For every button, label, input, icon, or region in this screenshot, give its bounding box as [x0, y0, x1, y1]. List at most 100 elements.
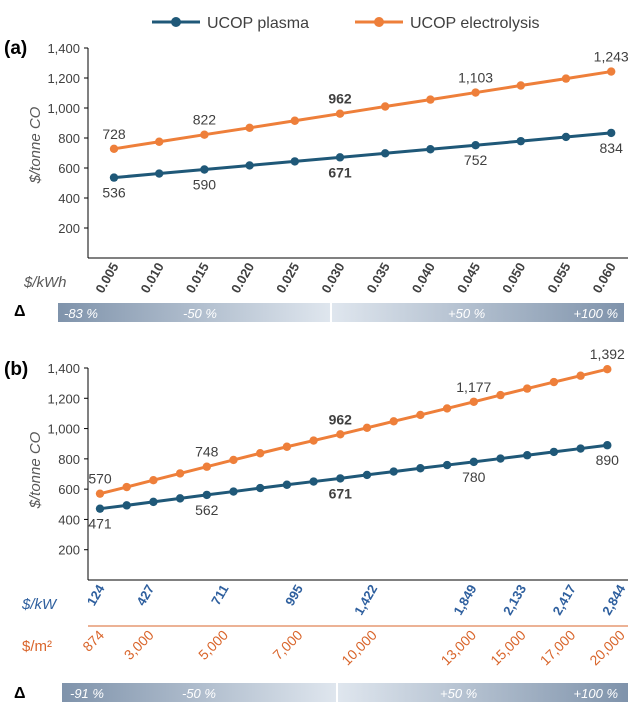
kw-tick-label: 1,422 — [351, 582, 380, 618]
data-point — [335, 109, 345, 118]
data-point — [149, 497, 158, 507]
panel-b-delta-label: -50 % — [182, 686, 216, 701]
data-label: 890 — [596, 452, 620, 468]
data-point — [576, 371, 585, 380]
kw-tick-label: 2,844 — [599, 581, 629, 617]
data-point — [607, 67, 616, 76]
data-point — [471, 88, 480, 97]
data-label: 1,177 — [456, 379, 491, 395]
y-tick-label: 200 — [58, 543, 80, 558]
kw-tick-label: 1,849 — [450, 582, 479, 618]
y-tick-label: 1,400 — [47, 41, 80, 56]
kw-tick-label: 2,417 — [550, 582, 579, 618]
y-tick-label: 1,200 — [47, 71, 80, 86]
data-point — [282, 480, 292, 489]
data-point — [122, 501, 131, 510]
data-point — [496, 454, 505, 463]
data-point — [245, 161, 254, 170]
x-tick-label: 0.030 — [318, 260, 347, 296]
x-tick-label: 0.020 — [228, 260, 257, 296]
data-point — [426, 145, 435, 154]
panel-b-m2-axis-label: $/m² — [22, 638, 52, 655]
data-point — [426, 95, 435, 104]
panel-b-delta-label: -91 % — [70, 686, 104, 701]
data-point — [442, 460, 452, 470]
y-tick-label: 600 — [58, 482, 80, 497]
panel-a-x-ticks: 0.005 0.010 0.015 0.020 0.025 0.030 0.035 0.040… — [92, 260, 618, 296]
data-point — [416, 410, 425, 420]
panel-a-label: (a) — [4, 38, 27, 59]
m2-tick-label: 15,000 — [487, 627, 529, 669]
data-point — [603, 365, 612, 374]
panel-a-delta-label: -83 % — [64, 306, 98, 321]
x-tick-label: 0.035 — [364, 260, 393, 296]
panel-a-delta-right — [332, 303, 624, 322]
panel-a-delta-bar: Δ -83 % -50 % +50 % +100 % — [14, 303, 624, 322]
data-label: 748 — [195, 444, 219, 460]
kw-tick-label: 995 — [282, 582, 306, 608]
data-point — [381, 102, 390, 111]
m2-tick-label: 13,000 — [438, 627, 480, 669]
data-point — [95, 504, 105, 513]
data-label: 822 — [193, 112, 217, 128]
legend-label-plasma: UCOP plasma — [207, 15, 309, 32]
panel-a-delta-label: +50 % — [448, 306, 485, 321]
data-point — [523, 451, 532, 460]
data-point — [335, 153, 345, 162]
data-label: 471 — [88, 516, 112, 532]
data-point — [389, 467, 398, 476]
y-tick-label: 1,000 — [47, 101, 80, 116]
data-label: 1,103 — [458, 70, 493, 86]
panel-b-delta-left — [62, 683, 336, 702]
data-point — [202, 462, 211, 471]
kw-tick-label: 2,133 — [500, 582, 529, 618]
x-tick-label: 0.015 — [183, 260, 212, 296]
data-point — [175, 494, 185, 503]
x-tick-label: 0.010 — [138, 260, 167, 296]
x-tick-label: 0.040 — [409, 260, 438, 296]
panel-a-delta-symbol: Δ — [14, 303, 26, 320]
data-label: 590 — [193, 177, 217, 193]
data-point — [389, 417, 398, 426]
data-point — [549, 377, 559, 387]
data-point — [256, 483, 265, 493]
x-tick-label: 0.060 — [590, 260, 619, 296]
y-tick-label: 400 — [58, 191, 80, 206]
x-tick-label: 0.050 — [499, 260, 528, 296]
data-label: 962 — [329, 411, 353, 427]
data-point — [282, 442, 292, 451]
data-label: 780 — [462, 469, 486, 485]
data-point — [245, 123, 254, 132]
data-point — [561, 132, 571, 142]
panel-a: (a) $/tonne CO 200 400 600 800 1,000 1,200 1,4… — [4, 38, 629, 322]
data-label: 562 — [195, 502, 219, 518]
data-point — [336, 430, 345, 439]
data-point — [362, 470, 372, 480]
data-point — [516, 136, 525, 146]
data-point — [442, 404, 452, 413]
data-point — [155, 169, 164, 178]
data-point — [516, 81, 525, 90]
data-point — [362, 423, 372, 433]
data-point — [549, 447, 559, 457]
panel-b-delta-symbol: Δ — [14, 685, 26, 702]
data-label: 671 — [329, 485, 353, 501]
m2-tick-label: 20,000 — [586, 627, 628, 669]
series-line-plasma — [99, 443, 608, 511]
panel-b-label: (b) — [4, 359, 28, 380]
data-point — [603, 441, 612, 450]
panel-b-ylabel: $/tonne CO — [27, 431, 44, 509]
m2-tick-label: 5,000 — [195, 627, 231, 663]
y-tick-label: 1,400 — [47, 361, 80, 376]
panel-b-kw-ticks: 124 427 711 995 1,422 1,849 2,133 2,417 2,844 — [84, 581, 629, 617]
panel-b-y-ticks: 200 400 600 800 1,000 1,200 1,400 — [47, 361, 88, 558]
data-point — [336, 474, 345, 483]
y-tick-label: 1,200 — [47, 391, 80, 406]
data-label: 962 — [328, 91, 352, 107]
legend-label-electrolysis: UCOP electrolysis — [410, 15, 540, 32]
y-tick-label: 200 — [58, 221, 80, 236]
data-label: 1,243 — [594, 49, 629, 65]
panel-a-ylabel: $/tonne CO — [27, 106, 44, 184]
data-label: 671 — [328, 164, 352, 180]
data-point — [229, 487, 238, 496]
